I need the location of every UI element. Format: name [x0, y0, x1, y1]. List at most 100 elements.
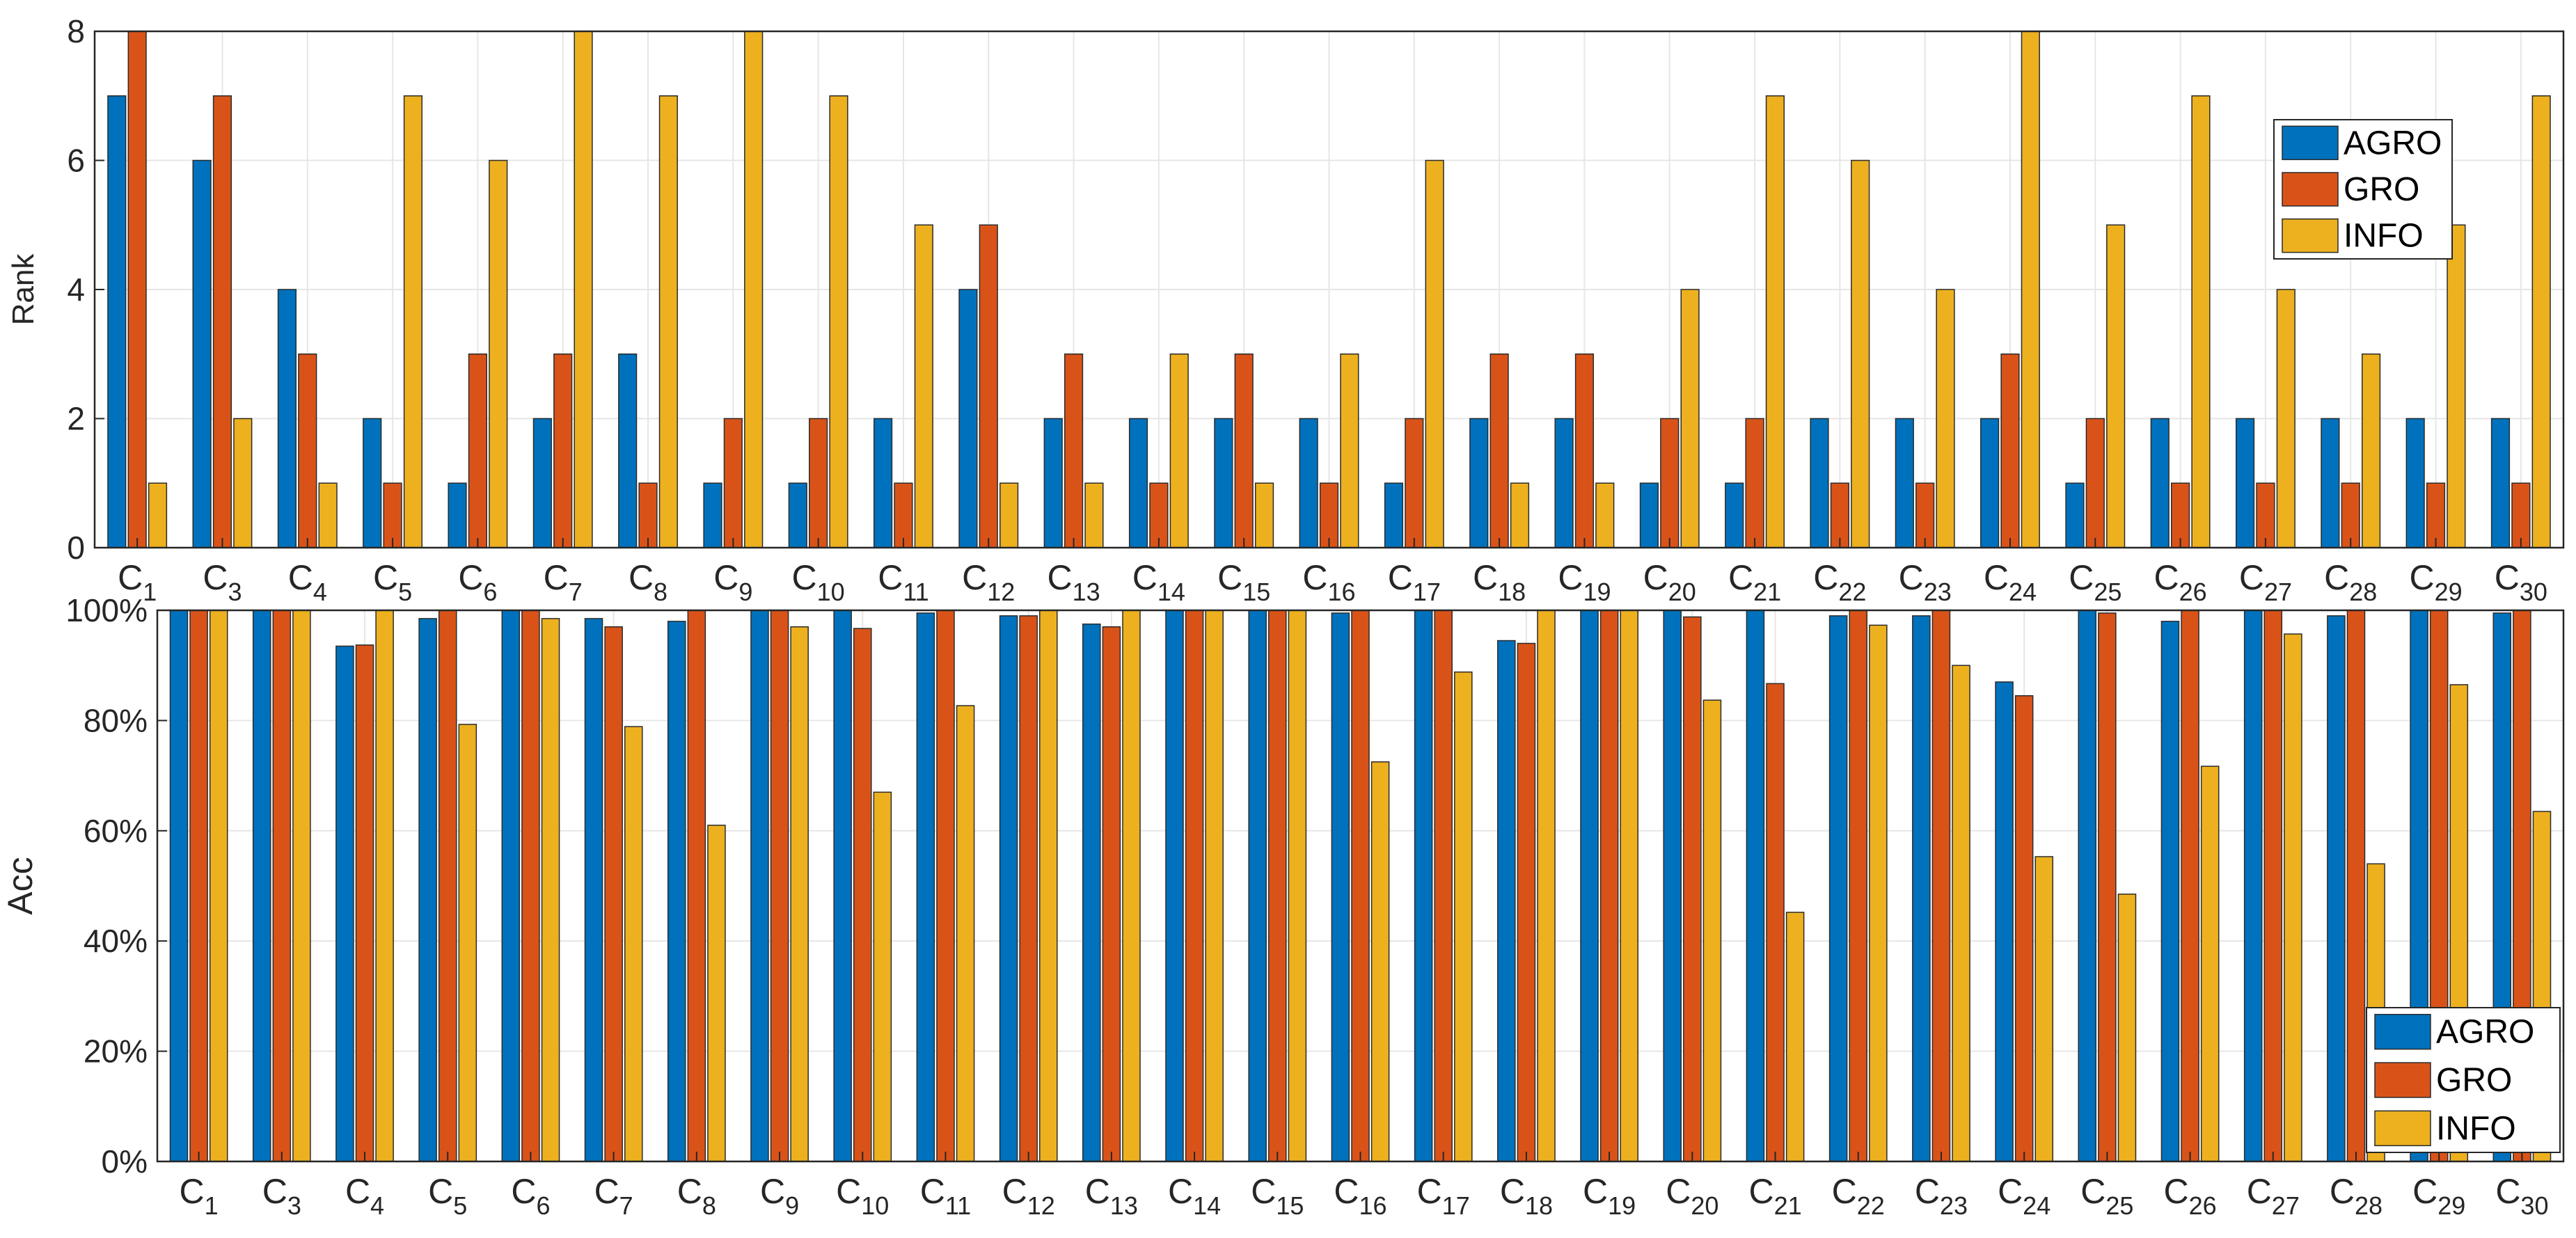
bar-gro-c5	[383, 482, 402, 548]
bar-gro-c4	[355, 644, 374, 1162]
chart-acc: 0% 20% 40% 60% 80% 100% C1 C3 C4 C5 C6 C7 C8 C9 C10 C11…	[1, 592, 2565, 1220]
bar-info-c30	[2531, 95, 2551, 548]
x-tick-label-c1: C1	[180, 1172, 219, 1220]
bar-gro-c4	[298, 354, 317, 548]
legend-label-gro: GRO	[2436, 1062, 2512, 1099]
legend-label-agro: AGRO	[2344, 125, 2442, 161]
bar-gro-c28	[2346, 610, 2366, 1162]
bar-gro-c9	[723, 418, 743, 548]
bar-agro-c18	[1469, 418, 1489, 548]
bar-agro-c4	[335, 645, 354, 1162]
bar-info-c8	[658, 95, 678, 548]
bar-gro-c30	[2511, 482, 2531, 548]
bar-agro-c17	[1384, 482, 1404, 548]
bar-agro-c12	[999, 615, 1018, 1162]
x-tick-label-c22: C22	[1832, 1172, 1885, 1220]
bar-info-c4	[318, 482, 338, 548]
bar-agro-c27	[2235, 418, 2255, 548]
legend-label-gro: GRO	[2344, 171, 2419, 208]
x-tick-label-c8: C8	[629, 558, 667, 606]
x-tick-label-c25: C25	[2080, 1172, 2133, 1220]
bar-gro-c27	[2263, 610, 2283, 1162]
bar-info-c5	[403, 95, 423, 548]
bar-agro-c5	[363, 418, 382, 548]
x-tick-label-c7: C7	[544, 558, 583, 606]
x-tick-label-c26: C26	[2154, 558, 2207, 606]
x-tick-label-c29: C29	[2412, 1172, 2465, 1220]
x-tick-label-c6: C6	[511, 1172, 550, 1220]
bar-gro-c7	[553, 354, 573, 548]
bar-agro-c10	[788, 482, 807, 548]
bar-gro-c3	[212, 95, 232, 548]
x-tick-label-c23: C23	[1899, 558, 1952, 606]
bar-info-c25	[2117, 894, 2137, 1162]
bar-agro-c10	[833, 610, 852, 1162]
bar-agro-c21	[1725, 482, 1744, 548]
x-tick-label-c21: C21	[1728, 558, 1781, 606]
x-tick-label-c18: C18	[1500, 1172, 1553, 1220]
bar-gro-c12	[1019, 615, 1038, 1162]
x-tick-label-c19: C19	[1583, 1172, 1636, 1220]
bar-info-c1	[148, 482, 168, 548]
bar-info-c13	[1122, 610, 1141, 1162]
bar-gro-c8	[638, 482, 658, 548]
legend-swatch-info	[2282, 218, 2339, 253]
x-tick-label-c13: C13	[1047, 558, 1100, 606]
legend: AGRO GRO INFO	[2273, 119, 2453, 260]
bar-gro-c20	[1683, 616, 1702, 1162]
bar-gro-c14	[1149, 482, 1169, 548]
bar-gro-c1	[127, 31, 147, 548]
bar-info-c23	[1952, 665, 1970, 1162]
legend-swatch-agro	[2374, 1013, 2431, 1050]
x-tick-label-c15: C15	[1251, 1172, 1304, 1220]
bar-gro-c12	[979, 224, 998, 548]
legend-swatch-info	[2374, 1110, 2431, 1147]
bar-gro-c14	[1185, 610, 1204, 1162]
x-tick-label-c10: C10	[836, 1172, 889, 1220]
bar-gro-c23	[1931, 610, 1951, 1162]
bar-agro-c30	[2490, 418, 2511, 548]
y-tick-label: 20%	[84, 1033, 148, 1070]
bar-agro-c12	[958, 289, 978, 548]
x-tick-label-c29: C29	[2409, 558, 2462, 606]
x-tick-label-c16: C16	[1334, 1172, 1386, 1220]
x-tick-label-c14: C14	[1132, 558, 1185, 606]
bar-agro-c20	[1663, 610, 1682, 1162]
bar-agro-c28	[2321, 418, 2340, 548]
bar-agro-c27	[2243, 610, 2263, 1162]
y-axis-label: Rank	[6, 253, 40, 326]
bar-info-c18	[1537, 610, 1556, 1162]
x-tick-label-c8: C8	[677, 1172, 716, 1220]
bar-agro-c13	[1082, 624, 1101, 1162]
bar-agro-c14	[1128, 418, 1148, 548]
bar-agro-c21	[1746, 610, 1765, 1162]
bar-info-c10	[829, 95, 848, 548]
bar-gro-c13	[1102, 626, 1121, 1162]
chart-rank: 0 2 4 6 8 C1 C3 C4 C5 C6 C7 C8 C9 C10 C11 C12 C13 C14 C15 C…	[6, 13, 2565, 606]
x-tick-label-c5: C5	[428, 1172, 467, 1220]
bar-gro-c9	[770, 610, 789, 1162]
bar-info-c12	[999, 482, 1019, 548]
bar-gro-c8	[687, 610, 706, 1162]
bar-info-c20	[1680, 289, 1700, 548]
bar-gro-c21	[1766, 683, 1785, 1162]
bar-info-c21	[1765, 95, 1785, 548]
y-tick-label: 80%	[84, 702, 148, 738]
bar-agro-c22	[1828, 615, 1848, 1162]
bar-info-c25	[2106, 224, 2126, 548]
x-tick-label-c17: C17	[1417, 1172, 1470, 1220]
x-tick-label-c11: C11	[878, 558, 929, 606]
bar-gro-c26	[2171, 482, 2190, 548]
bar-gro-c17	[1405, 418, 1424, 548]
bar-agro-c17	[1414, 610, 1433, 1162]
bar-agro-c6	[501, 610, 521, 1162]
bar-agro-c9	[750, 610, 769, 1162]
bar-info-c20	[1702, 699, 1722, 1162]
bar-gro-c7	[604, 626, 623, 1162]
x-tick-label-c12: C12	[962, 558, 1015, 606]
x-tick-label-c21: C21	[1748, 1172, 1801, 1220]
y-tick-label: 2	[67, 401, 85, 437]
bar-info-c27	[2284, 633, 2302, 1162]
bar-info-c10	[873, 791, 892, 1162]
